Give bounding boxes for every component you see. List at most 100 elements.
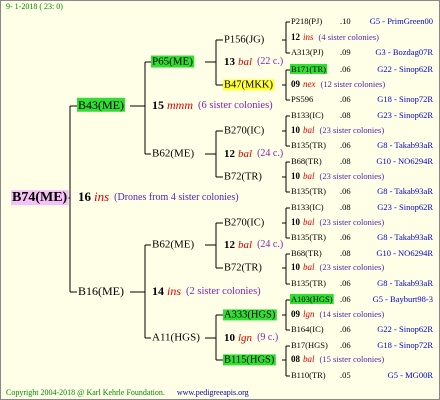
drone-note: (24 c.) — [257, 239, 283, 250]
drone-race: lgn — [238, 332, 253, 344]
leaf-queen: B68(TR) — [291, 156, 322, 166]
drone-count: 09 — [291, 309, 301, 319]
leaf-value: .08 — [340, 202, 351, 212]
drone-count: 10 — [291, 125, 301, 135]
drone-note: (12 sister colonies) — [321, 79, 386, 89]
leaf-ref: G8 - Takab93aR — [377, 232, 433, 242]
drone-note: (23 sister colonies) — [320, 217, 385, 227]
leaf-queen: B135(TR) — [291, 186, 326, 196]
url: www.pedigreeapis.org — [177, 388, 249, 397]
drone-count: 12 — [224, 148, 236, 160]
leaf-ref: G8 - Takab93aR — [377, 140, 433, 150]
leaf-queen: PS596 — [291, 94, 313, 104]
queen: B115(HGS) — [224, 354, 275, 365]
drone-count: 10 — [291, 217, 301, 227]
highlight — [223, 309, 277, 321]
leaf-value: .06 — [340, 232, 351, 242]
drone-note: (2 sister colonies) — [186, 286, 261, 297]
leaf-queen: A103(HGS) — [291, 294, 333, 304]
queen: A11(HGS) — [152, 332, 200, 344]
drone-count: 12 — [224, 239, 236, 251]
drone-count: 14 — [152, 284, 164, 298]
queen: B270(IC) — [224, 125, 265, 136]
drone-note: (22 c.) — [257, 56, 283, 67]
connectors — [66, 61, 151, 339]
drone-info: 10 bal (23 sister colonies) — [291, 262, 384, 272]
leaf-queen: B171(TR) — [291, 64, 326, 74]
drone-note: (23 sister colonies) — [320, 262, 385, 272]
drone-info: 10 lgn (9 c.) — [224, 332, 278, 344]
highlight — [223, 79, 275, 91]
drone-info: 10 bal (23 sister colonies) — [291, 171, 384, 181]
drone-info: 12 ins (4 sister colonies) — [291, 32, 379, 42]
leaf-queen: B135(TR) — [291, 278, 326, 288]
leaf-ref: G18 - Sinop72R — [377, 340, 433, 350]
highlight — [223, 354, 276, 366]
drone-race: ins — [167, 284, 181, 298]
leaf-ref: G5 - PrimGreen00 — [370, 16, 433, 26]
drone-count: 10 — [224, 332, 236, 344]
drone-info: 15 mmm (6 sister colonies) — [152, 98, 273, 112]
drone-note: (15 sister colonies) — [320, 354, 385, 364]
drone-info: 10 bal (23 sister colonies) — [291, 125, 384, 135]
drone-race: ins — [303, 32, 314, 42]
leaf-queen: A313(PJ) — [291, 47, 324, 57]
drone-note: (23 sister colonies) — [320, 171, 385, 181]
leaf-value: .08 — [340, 110, 351, 120]
drone-note: (14 sister colonies) — [320, 309, 385, 319]
leaf-ref: G5 - Bayburt98-3 — [373, 294, 433, 304]
drone-info: 13 bal (22 c.) — [224, 56, 283, 68]
leaf-value: .09 — [340, 47, 351, 57]
leaf-queen: P218(PJ) — [291, 16, 322, 26]
leaf-ref: G3 - Bozdag07R — [375, 47, 433, 57]
copyright: Copyright 2004-2018 @ Karl Kehrle Founda… — [6, 388, 249, 397]
drone-race: bal — [303, 217, 315, 227]
queen: B72(TR) — [224, 262, 262, 273]
drone-info: 12 bal (24 c.) — [224, 148, 283, 160]
drone-info: 09 lgn (14 sister colonies) — [291, 309, 384, 319]
leaf-value: .06 — [340, 294, 351, 304]
drone-count: 15 — [152, 98, 164, 112]
drone-note: (24 c.) — [257, 148, 283, 159]
drone-info: 09 nex (12 sister colonies) — [291, 79, 385, 89]
leaf-ref: G18 - Sinop72R — [377, 94, 433, 104]
leaf-queen: B133(IC) — [291, 110, 324, 120]
queen: P156(JG) — [224, 34, 265, 45]
drone-race: nex — [303, 79, 316, 89]
leaf-value: .06 — [340, 186, 351, 196]
leaf-value: .06 — [340, 64, 351, 74]
drone-count: 13 — [224, 56, 236, 68]
drone-count: 08 — [291, 354, 301, 364]
drone-race: bal — [303, 354, 315, 364]
highlight — [290, 63, 328, 74]
leaf-queen: B68(TR) — [291, 248, 322, 258]
queen: B43(ME) — [78, 98, 124, 112]
leaf-ref: G8 - Takab93aR — [377, 186, 433, 196]
drone-count: 10 — [291, 171, 301, 181]
drone-race: bal — [303, 171, 315, 181]
leaf-queen: B135(TR) — [291, 232, 326, 242]
queen: A333(HGS) — [224, 309, 276, 320]
drone-race: bal — [238, 239, 252, 251]
drone-info: 14 ins (2 sister colonies) — [152, 284, 261, 298]
highlight — [77, 97, 125, 112]
drone-note: (9 c.) — [257, 332, 278, 343]
queen: B62(ME) — [152, 239, 195, 251]
drone-count: 09 — [291, 79, 301, 89]
queen: B62(ME) — [152, 148, 195, 160]
queen: B74(ME) — [12, 190, 68, 205]
drone-race: bal — [238, 148, 252, 160]
drone-note: (4 sister colonies) — [319, 32, 380, 42]
leaf-value: .06 — [340, 324, 351, 334]
leaf-queen: B17(HGS) — [291, 340, 328, 350]
highlight — [290, 293, 334, 304]
leaf-ref: G23 - Sinop62R — [377, 110, 433, 120]
leaf-value: .06 — [340, 94, 351, 104]
queen: P65(ME) — [152, 56, 193, 68]
leaf-value: .06 — [340, 140, 351, 150]
drone-race: lgn — [303, 309, 315, 319]
leaf-value: .10 — [340, 16, 351, 26]
leaf-value: .08 — [340, 156, 351, 166]
leaf-queen: B110(TR) — [291, 370, 326, 380]
